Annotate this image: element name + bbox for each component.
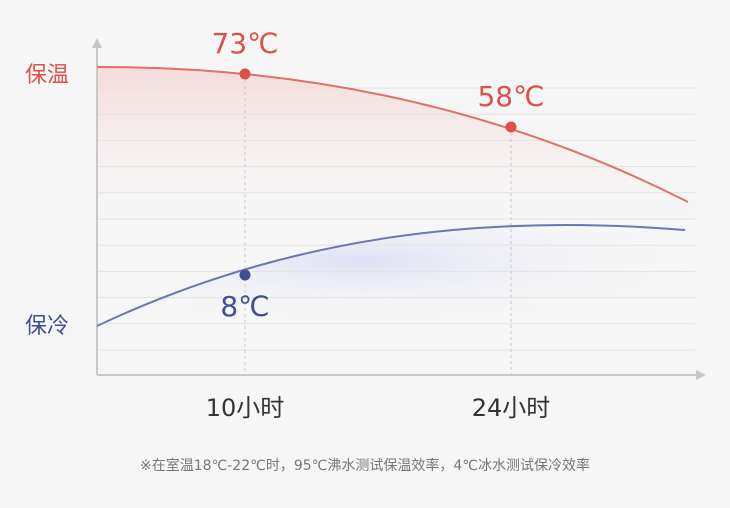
x-tick-label: 10小时 <box>206 394 285 422</box>
warm-curve <box>96 65 689 203</box>
x-tick-label: 24小时 <box>472 394 551 422</box>
y-axis-arrow <box>92 38 102 48</box>
footnote: ※在室温18℃-22℃时，95℃沸水测试保温效率，4℃冰水测试保冷效率 <box>140 457 590 474</box>
data-label: 58℃ <box>477 80 544 113</box>
series-label: 保温 <box>25 63 69 88</box>
x-axis-arrow <box>696 370 706 380</box>
grid <box>97 87 695 351</box>
data-label: 73℃ <box>211 27 278 60</box>
cool-glow <box>97 224 685 330</box>
data-point <box>239 269 251 281</box>
series-label: 保冷 <box>25 314 69 339</box>
data-label: 8℃ <box>220 290 269 323</box>
cool-curve <box>96 224 686 327</box>
data-point <box>505 121 517 133</box>
data-point <box>239 68 251 80</box>
